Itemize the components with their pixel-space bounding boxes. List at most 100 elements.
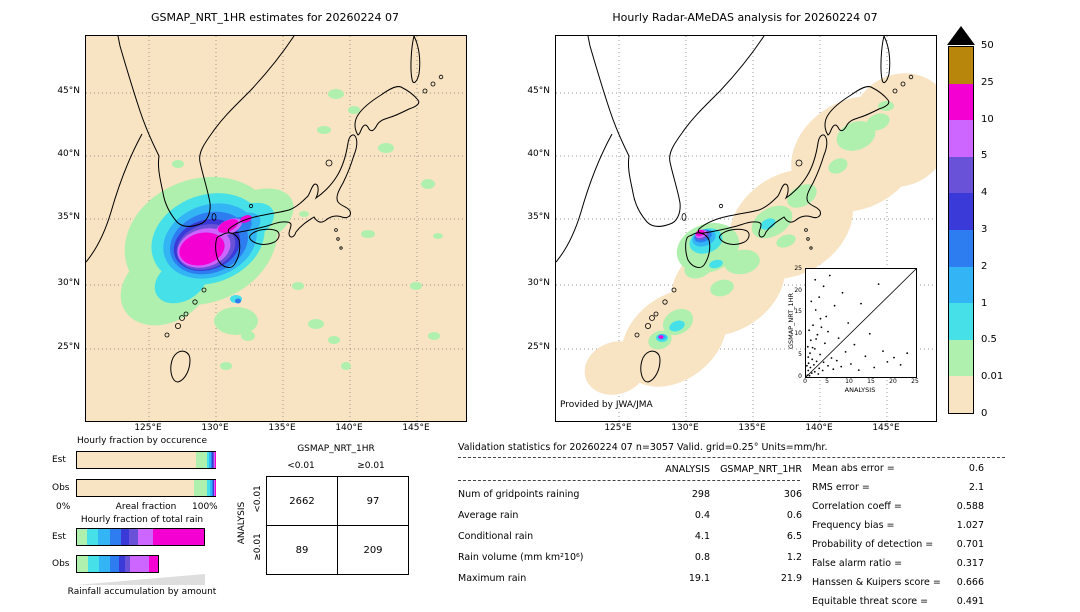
bar-segment — [213, 452, 214, 468]
one-to-one-line — [806, 269, 916, 377]
metric-row: Mean abs error = 0.6 — [812, 463, 984, 474]
metric-row: Hanssen & Kuipers score = 0.666 — [812, 577, 984, 588]
colorbar-segment — [949, 47, 973, 84]
bar-segment — [110, 529, 122, 545]
bar-segment — [209, 480, 212, 496]
bar-segment — [213, 480, 215, 496]
inset-ytick-label: 15 — [794, 308, 802, 316]
stats-col-analysis: ANALYSIS — [665, 463, 710, 475]
occurrence-chart-title: Hourly fraction by occurence — [76, 436, 208, 446]
accumulation-wedge — [76, 574, 205, 585]
colorbar-segment — [949, 83, 973, 121]
stats-row: Average rain 0.4 0.6 — [458, 510, 802, 521]
bar-segment — [86, 529, 98, 545]
colorbar-segment — [949, 376, 973, 413]
colorbar-segment — [949, 266, 973, 304]
lat-tick-label: 30°N — [527, 278, 550, 288]
bar-segment — [152, 529, 204, 545]
contingency-table: 2662 97 89 209 — [266, 476, 409, 575]
lon-tick-label: 140°E — [335, 423, 363, 433]
lat-tick-label: 40°N — [57, 149, 80, 159]
occurrence-xmin: 0% — [56, 502, 71, 512]
stats-divider-top — [458, 457, 1005, 458]
inset-xlabel: ANALYSIS — [844, 386, 876, 394]
gsmap-coastlines — [86, 36, 444, 383]
contingency-col-label-lt: <0.01 — [287, 461, 315, 471]
inset-ytick-label: 0 — [798, 373, 802, 380]
bar-segment — [129, 529, 138, 545]
lat-tick-label: 25°N — [57, 342, 80, 352]
radar-precip-field — [584, 73, 936, 395]
bar-segment — [77, 556, 88, 572]
inset-scatter-svg — [806, 269, 916, 377]
bar-segment — [77, 452, 196, 468]
total-rain-est-label: Est — [52, 532, 66, 542]
bar-segment — [213, 480, 214, 496]
inset-xtick-label: 5 — [825, 378, 829, 385]
contingency-cell-11: 209 — [337, 525, 409, 575]
inset-xtick-label: 25 — [911, 378, 919, 385]
colorbar-tick-label: 0.01 — [981, 371, 1004, 383]
inset-xtick-label: 10 — [845, 378, 853, 385]
bar-segment — [124, 556, 131, 572]
left-map-title: GSMAP_NRT_1HR estimates for 20260224 07 — [150, 11, 400, 24]
lon-tick-label: 135°E — [268, 423, 296, 433]
lat-tick-label: 30°N — [57, 278, 80, 288]
bar-segment — [87, 556, 99, 572]
stats-col-gsmap: GSMAP_NRT_1HR — [720, 463, 802, 475]
inset-ytick-label: 25 — [794, 265, 802, 272]
bar-segment — [213, 452, 215, 468]
colorbar-segments — [948, 46, 974, 414]
lat-tick-label: 35°N — [527, 212, 550, 222]
lat-tick-label: 45°N — [527, 86, 550, 96]
bar-segment — [149, 556, 158, 572]
colorbar-segment — [949, 303, 973, 340]
colorbar-tick-label: 0.5 — [981, 334, 997, 346]
contingency-col-group: GSMAP_NRT_1HR — [297, 444, 375, 454]
bar-segment — [195, 452, 207, 468]
bar-segment — [212, 452, 214, 468]
total-rain-obs-label: Obs — [52, 559, 70, 569]
inset-ytick-label: 5 — [798, 351, 802, 359]
bar-segment — [194, 480, 207, 496]
inset-ytick-label: 20 — [794, 286, 802, 294]
total-rain-chart-title: Hourly fraction of total rain — [80, 515, 204, 525]
inset-ytick-label: 10 — [794, 329, 802, 337]
occurrence-est-label: Est — [52, 455, 66, 465]
lon-tick-label: 130°E — [201, 423, 229, 433]
inset-scatter-points — [806, 274, 909, 377]
lon-tick-label: 125°E — [604, 423, 632, 433]
gsmap-map — [85, 35, 467, 422]
stats-row: Maximum rain 19.1 21.9 — [458, 573, 802, 584]
radar-coastlines — [556, 36, 914, 383]
right-map-title: Hourly Radar-AMeDAS analysis for 2026022… — [612, 11, 878, 24]
colorbar-segment — [949, 229, 973, 267]
occ-bar-est — [76, 451, 216, 469]
stats-title: Validation statistics for 20260224 07 n=… — [458, 442, 828, 453]
total-rain-caption: Rainfall accumulation by amount — [67, 587, 217, 597]
lon-tick-label: 125°E — [134, 423, 162, 433]
stats-divider-header — [458, 480, 800, 481]
lon-tick-label: 135°E — [738, 423, 766, 433]
bar-segment — [130, 556, 150, 572]
contingency-row-label-ge: ≥0.01 — [253, 533, 263, 561]
bar-segment — [109, 556, 120, 572]
occurrence-xmax: 100% — [192, 502, 218, 512]
lat-tick-label: 25°N — [527, 342, 550, 352]
inset-xtick-label: 15 — [867, 378, 875, 385]
lat-tick-label: 40°N — [527, 149, 550, 159]
credit-text: Provided by JWA/JMA — [560, 400, 653, 410]
colorbar-tick-label: 5 — [981, 150, 988, 162]
lat-tick-label: 35°N — [57, 212, 80, 222]
occurrence-obs-label: Obs — [52, 483, 70, 493]
stats-row: Num of gridpoints raining 298 306 — [458, 489, 802, 500]
bar-segment — [206, 452, 210, 468]
metric-row: Probability of detection = 0.701 — [812, 539, 984, 550]
total-bar-est — [76, 528, 216, 546]
bar-segment — [211, 480, 214, 496]
lon-tick-label: 140°E — [805, 423, 833, 433]
inset-scatter-plot — [805, 268, 917, 378]
bar-segment — [97, 529, 111, 545]
bar-segment — [206, 480, 210, 496]
bar-segment — [211, 452, 213, 468]
